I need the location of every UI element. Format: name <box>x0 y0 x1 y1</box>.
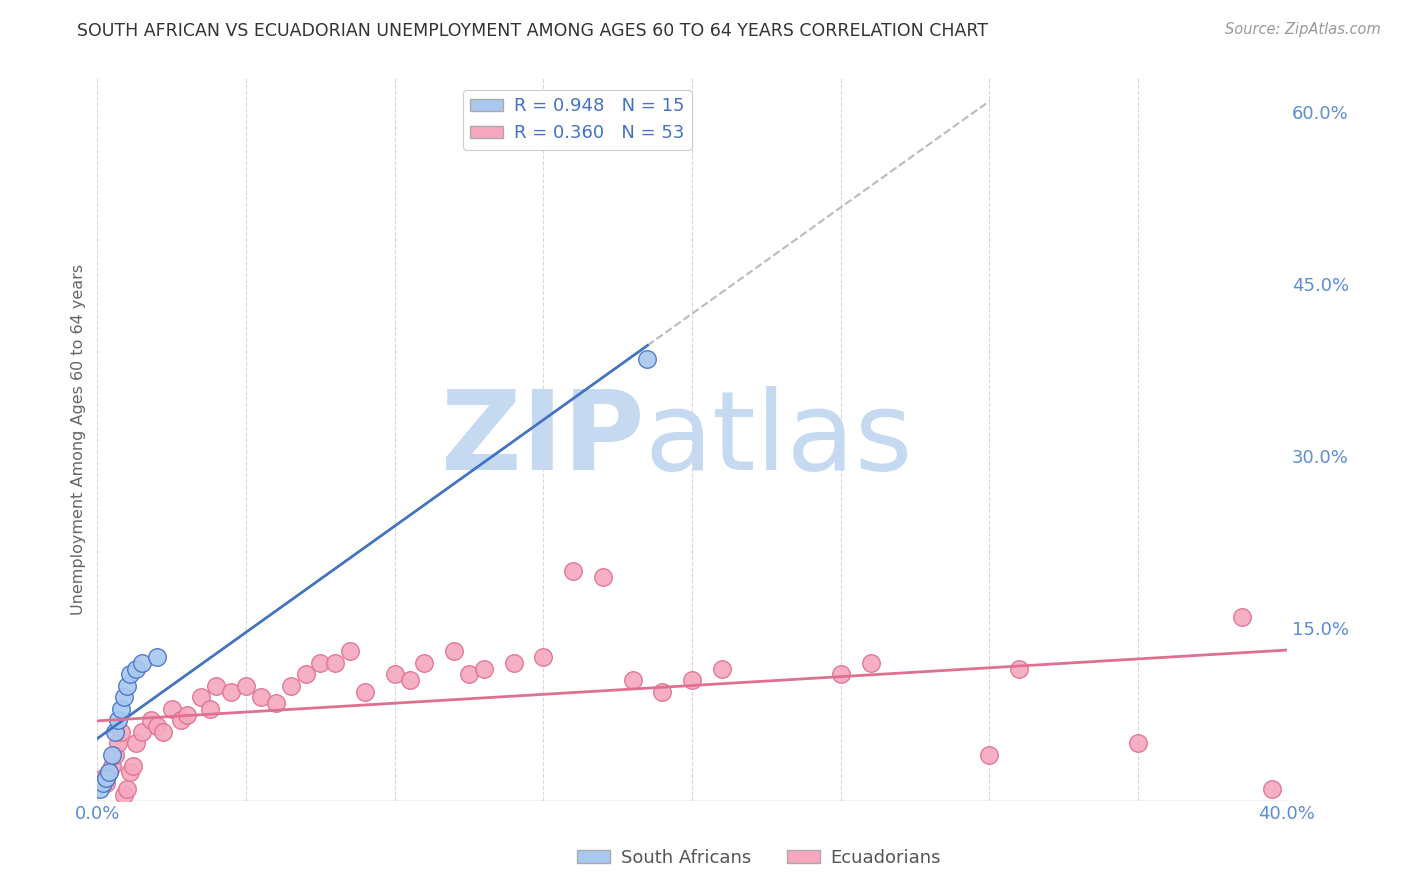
Point <box>205 679 228 693</box>
Point <box>339 644 361 658</box>
Point <box>112 690 135 705</box>
Point <box>472 662 495 676</box>
Point <box>107 736 129 750</box>
Point <box>443 644 465 658</box>
Point <box>125 736 148 750</box>
Point <box>120 764 142 779</box>
Point <box>139 713 162 727</box>
Point <box>235 679 257 693</box>
Point <box>91 776 114 790</box>
Point <box>101 747 124 762</box>
Point <box>413 656 436 670</box>
Point <box>146 650 169 665</box>
Point <box>110 702 132 716</box>
Point <box>264 696 287 710</box>
Text: atlas: atlas <box>644 385 912 492</box>
Point <box>190 690 212 705</box>
Point <box>115 679 138 693</box>
Point <box>146 719 169 733</box>
Point <box>131 724 153 739</box>
Point <box>651 684 673 698</box>
Point <box>458 667 481 681</box>
Point <box>323 656 346 670</box>
Point <box>122 759 145 773</box>
Point <box>219 684 242 698</box>
Point <box>104 747 127 762</box>
Point <box>110 724 132 739</box>
Point <box>384 667 406 681</box>
Point <box>125 662 148 676</box>
Point <box>1008 662 1031 676</box>
Point <box>830 667 852 681</box>
Point <box>1232 610 1254 624</box>
Point <box>104 724 127 739</box>
Point <box>681 673 703 687</box>
Point <box>96 776 118 790</box>
Point <box>107 713 129 727</box>
Point <box>91 771 114 785</box>
Point <box>112 788 135 802</box>
Point <box>710 662 733 676</box>
Point <box>398 673 420 687</box>
Legend: R = 0.948   N = 15, R = 0.360   N = 53: R = 0.948 N = 15, R = 0.360 N = 53 <box>463 90 692 150</box>
Point <box>637 351 659 366</box>
Point <box>562 564 585 578</box>
Point <box>160 702 183 716</box>
Point <box>592 570 614 584</box>
Y-axis label: Unemployment Among Ages 60 to 64 years: Unemployment Among Ages 60 to 64 years <box>72 263 86 615</box>
Point <box>294 667 316 681</box>
Point <box>979 747 1001 762</box>
Point <box>621 673 644 687</box>
Point <box>131 656 153 670</box>
Text: ZIP: ZIP <box>441 385 644 492</box>
Point <box>115 782 138 797</box>
Point <box>98 764 121 779</box>
Point <box>859 656 882 670</box>
Point <box>1261 782 1284 797</box>
Text: SOUTH AFRICAN VS ECUADORIAN UNEMPLOYMENT AMONG AGES 60 TO 64 YEARS CORRELATION C: SOUTH AFRICAN VS ECUADORIAN UNEMPLOYMENT… <box>77 22 988 40</box>
Point <box>101 759 124 773</box>
Point <box>96 771 118 785</box>
Legend: South Africans, Ecuadorians: South Africans, Ecuadorians <box>571 842 948 874</box>
Point <box>309 656 332 670</box>
Point <box>98 764 121 779</box>
Point <box>152 724 174 739</box>
Point <box>280 679 302 693</box>
Point <box>1126 736 1149 750</box>
Point <box>531 650 554 665</box>
Point <box>200 702 222 716</box>
Point <box>89 782 111 797</box>
Point <box>354 684 377 698</box>
Point <box>250 690 273 705</box>
Text: Source: ZipAtlas.com: Source: ZipAtlas.com <box>1225 22 1381 37</box>
Point <box>176 707 198 722</box>
Point <box>502 656 524 670</box>
Point <box>120 667 142 681</box>
Point <box>169 713 191 727</box>
